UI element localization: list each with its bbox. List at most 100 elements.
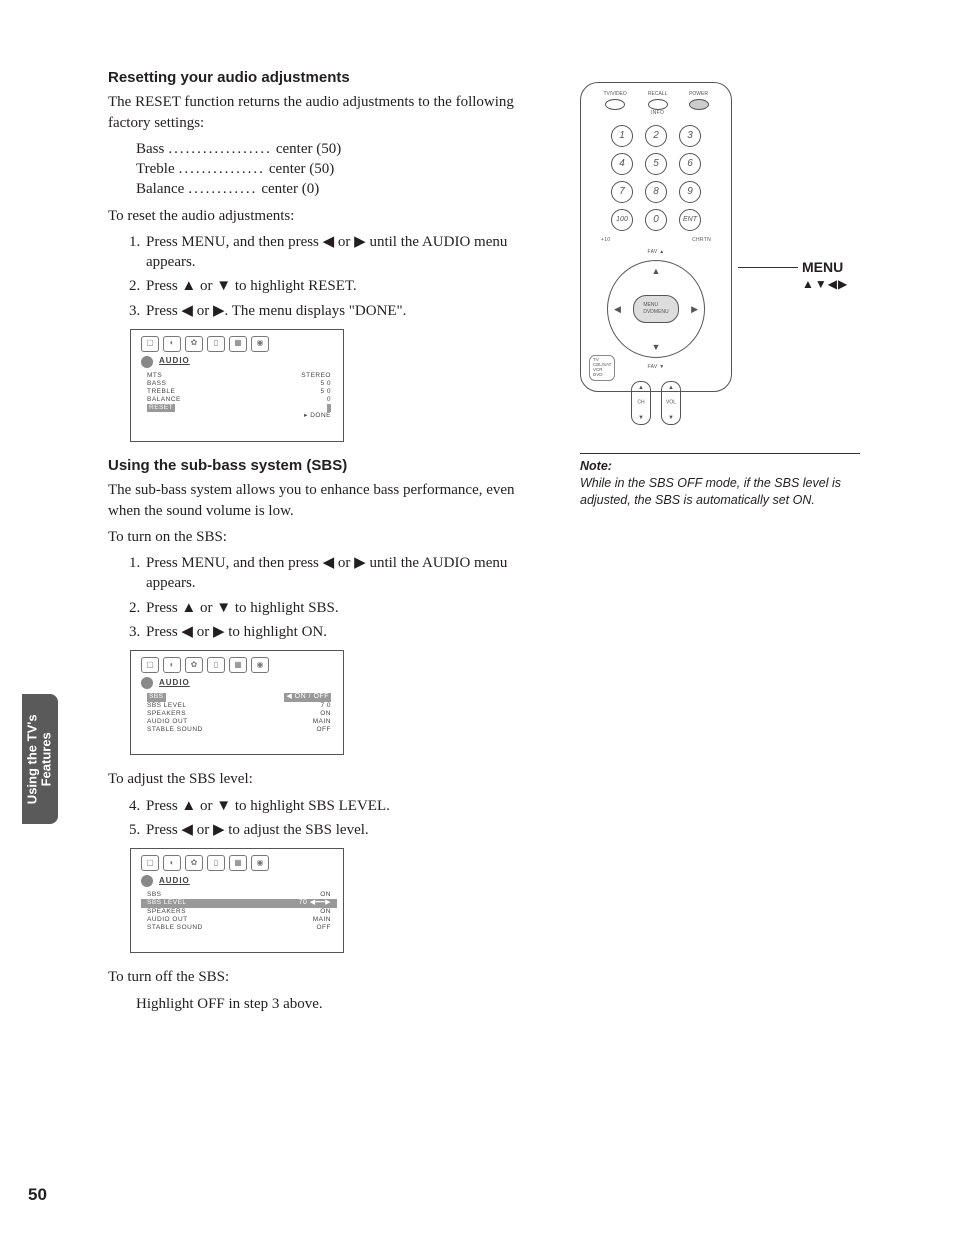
reset-lead: To reset the audio adjustments: [108,206,548,226]
factory-settings-list: Bass .................. center (50) Treb… [136,139,548,200]
step: Press ◀ or ▶ to highlight ON. [144,622,548,642]
osd-sbs-level: ▢ ◐ ✿ ▯ ▦ ◉ AUDIO SBSON SBS LEVEL70 ◀━━▶… [130,848,344,953]
setting-value: center (50) [269,159,334,179]
remote-label: RECALL [648,91,667,97]
step: Press ◀ or ▶. The menu displays "DONE". [144,301,548,321]
reset-steps: Press MENU, and then press ◀ or ▶ until … [126,232,548,321]
num-button: 1 [611,125,633,147]
osd-tab-icon: ◉ [251,657,269,673]
step: Press ◀ or ▶ to adjust the SBS level. [144,820,548,840]
arrow-down-icon: ▼ [652,341,661,353]
osd-tab-icon: ▯ [207,657,225,673]
sbs-lead-adjust: To adjust the SBS level: [108,769,548,789]
step: Press ▲ or ▼ to highlight SBS LEVEL. [144,796,548,816]
num-button: 4 [611,153,633,175]
heading-sbs: Using the sub-bass system (SBS) [108,456,548,476]
menu-callout: MENU ▲▼◀▶ [738,258,843,277]
osd-highlighted-row: SBS LEVEL70 ◀━━▶ [141,899,337,908]
dots: ............... [175,159,269,179]
sbs-off-text: Highlight OFF in step 3 above. [136,994,548,1014]
osd-title: AUDIO [159,876,190,887]
setting-value: center (0) [261,179,319,199]
number-pad: 1 2 3 4 5 6 7 8 9 100 0 ENT [611,125,701,231]
setting-value: center (50) [276,139,341,159]
arrow-left-icon: ◀ [614,303,621,315]
arrow-up-icon: ▲ [652,265,661,277]
osd-tab-icon: ▢ [141,336,159,352]
osd-title: AUDIO [159,356,190,367]
dots: .................. [164,139,276,159]
osd-highlighted-row: RESET [141,404,337,412]
num-button: ENT [679,209,701,231]
osd-tab-icon: ✿ [185,855,203,871]
setting-label: Balance [136,179,184,199]
osd-tab-icon: ✿ [185,657,203,673]
remote-illustration: TV/VIDEO RECALLINFO POWER 1 2 3 4 5 6 7 … [580,82,880,392]
osd-tab-icon: ◉ [251,336,269,352]
note-body: While in the SBS OFF mode, if the SBS le… [580,475,860,509]
note-heading: Note: [580,458,860,475]
osd-tab-icon: ✿ [185,336,203,352]
osd-tab-icon: ▦ [229,855,247,871]
mode-switch: TV CBL/SAT VCR DVD [589,355,615,381]
osd-tab-icon: ▦ [229,657,247,673]
num-button: 3 [679,125,701,147]
reset-intro: The RESET function returns the audio adj… [108,92,548,133]
section-tab: Using the TV'sFeatures [22,694,58,824]
osd-tab-icon: ◐ [163,336,181,352]
osd-tab-icon: ▢ [141,855,159,871]
osd-tab-icon: ◐ [163,855,181,871]
sbs-lead-on: To turn on the SBS: [108,527,548,547]
osd-reset: ▢ ◐ ✿ ▯ ▦ ◉ AUDIO MTSSTEREO BASS5 0 TREB… [130,329,344,442]
osd-category-icon [141,356,153,368]
osd-highlighted-row: SBS◀ ON / OFF [141,693,337,702]
osd-tab-icon: ▢ [141,657,159,673]
step: Press MENU, and then press ◀ or ▶ until … [144,553,548,594]
remote-label: CHRTN [692,237,711,244]
num-button: 2 [645,125,667,147]
sbs-lead-off: To turn off the SBS: [108,967,548,987]
fav-up-label: FAV ▲ [581,249,731,256]
heading-reset-audio: Resetting your audio adjustments [108,68,548,88]
osd-category-icon [141,875,153,887]
ch-rocker: CH [631,381,651,425]
note-box: Note: While in the SBS OFF mode, if the … [580,453,860,509]
power-button-icon [689,99,709,110]
osd-tab-icon: ▯ [207,336,225,352]
menu-button: MENUDVDMENU [633,295,679,323]
remote-label: TV/VIDEO [603,91,626,97]
nav-pad: ▲ ▼ ◀ ▶ MENUDVDMENU [607,260,705,358]
sbs-adjust-steps: Press ▲ or ▼ to highlight SBS LEVEL. Pre… [126,796,548,841]
osd-tab-icon: ◐ [163,657,181,673]
dots: ............ [184,179,261,199]
osd-tab-icon: ▯ [207,855,225,871]
vol-rocker: VOL [661,381,681,425]
callout-label: MENU [802,258,843,277]
callout-arrows-icon: ▲▼◀▶ [802,276,848,292]
osd-title: AUDIO [159,678,190,689]
step: Press ▲ or ▼ to highlight SBS. [144,598,548,618]
setting-label: Treble [136,159,175,179]
sbs-on-steps: Press MENU, and then press ◀ or ▶ until … [126,553,548,642]
setting-label: Bass [136,139,164,159]
num-button: 9 [679,181,701,203]
sbs-intro: The sub-bass system allows you to enhanc… [108,480,548,521]
step: Press ▲ or ▼ to highlight RESET. [144,276,548,296]
section-tab-label: Using the TV'sFeatures [26,714,55,804]
osd-category-icon [141,677,153,689]
num-button: 5 [645,153,667,175]
osd-done: DONE [141,412,337,421]
arrow-right-icon: ▶ [691,303,698,315]
num-button: 0 [645,209,667,231]
osd-tab-icon: ◉ [251,855,269,871]
num-button: 6 [679,153,701,175]
remote-label: POWER [689,91,708,97]
num-button: 7 [611,181,633,203]
num-button: 100 [611,209,633,231]
osd-tab-icon: ▦ [229,336,247,352]
remote-label: +10 [601,237,610,244]
recall-button-icon [648,99,668,110]
page-number: 50 [28,1184,47,1207]
num-button: 8 [645,181,667,203]
step: Press MENU, and then press ◀ or ▶ until … [144,232,548,273]
